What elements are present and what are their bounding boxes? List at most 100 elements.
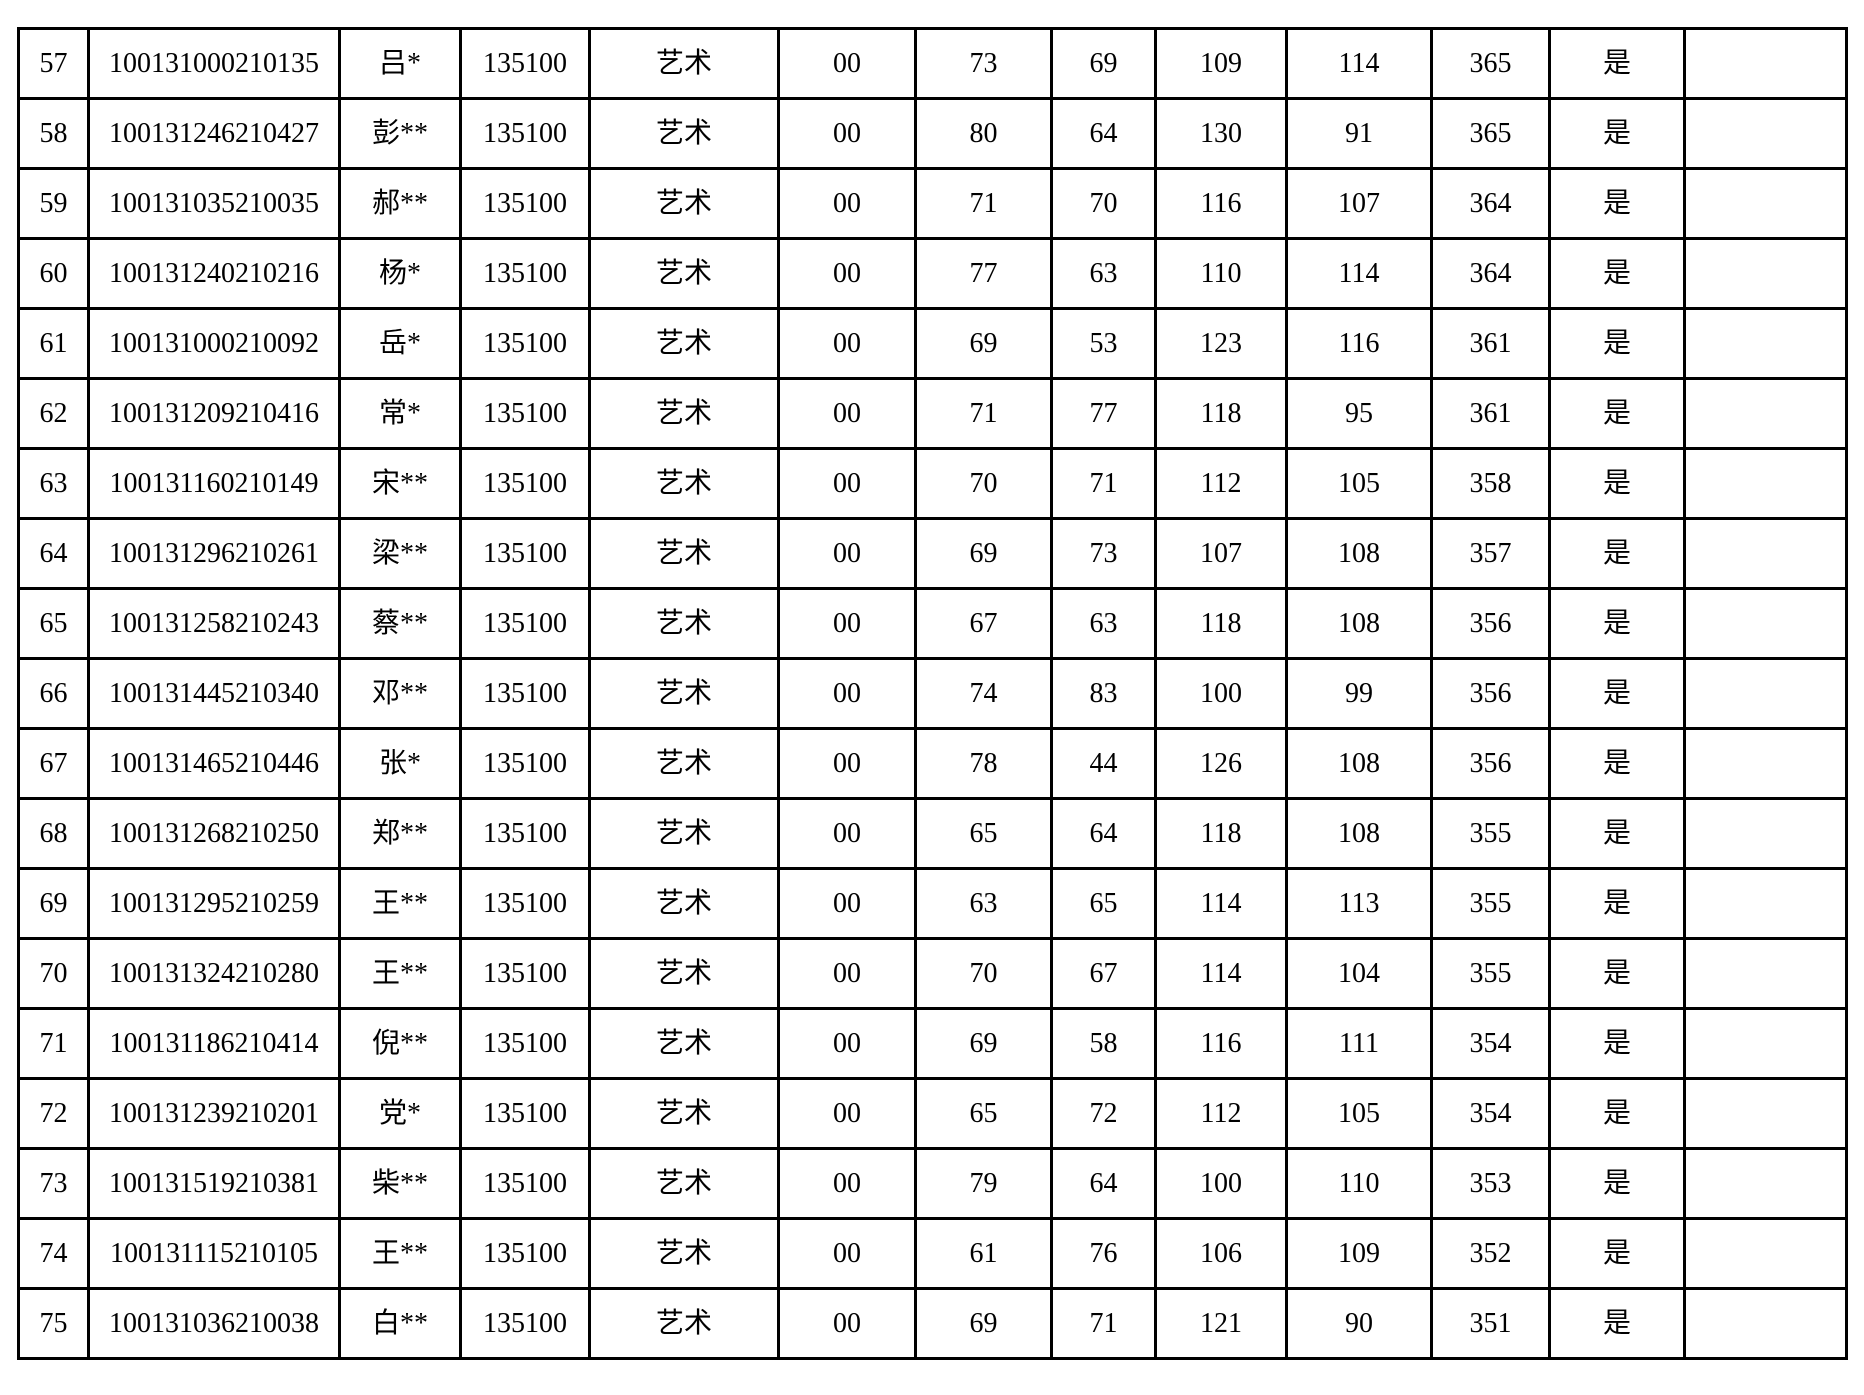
- cell-remark: [1683, 167, 1848, 240]
- cell-remark: [1683, 727, 1848, 800]
- cell-major-code: 135100: [459, 517, 591, 590]
- cell-score-2: 70: [1050, 167, 1157, 240]
- cell-score-3: 123: [1154, 307, 1288, 380]
- cell-total-score: 364: [1430, 167, 1551, 240]
- cell-total-score: 356: [1430, 657, 1551, 730]
- table-row: 58 100131246210427 彭** 135100 艺术 00 80 64 130 91 3…: [17, 97, 1848, 170]
- cell-major-category: 艺术: [588, 307, 780, 380]
- cell-row-index: 68: [17, 797, 90, 870]
- cell-score-3: 116: [1154, 1007, 1288, 1080]
- cell-score-2: 76: [1050, 1217, 1157, 1290]
- cell-remark: [1683, 517, 1848, 590]
- cell-score-4: 114: [1285, 27, 1433, 100]
- admission-score-table: 57 100131000210135 吕* 135100 艺术 00 73 69 109 114 3…: [17, 27, 1848, 1360]
- cell-flag: 是: [1548, 447, 1686, 520]
- cell-direction-code: 00: [777, 1287, 917, 1360]
- cell-total-score: 361: [1430, 377, 1551, 450]
- table-row: 75 100131036210038 白** 135100 艺术 00 69 71 121 90 3…: [17, 1287, 1848, 1360]
- cell-major-code: 135100: [459, 307, 591, 380]
- cell-name: 梁**: [338, 517, 462, 590]
- cell-major-category: 艺术: [588, 727, 780, 800]
- table-row: 61 100131000210092 岳* 135100 艺术 00 69 53 123 116 3…: [17, 307, 1848, 380]
- cell-candidate-id: 100131258210243: [87, 587, 341, 660]
- cell-remark: [1683, 1007, 1848, 1080]
- cell-name: 王**: [338, 937, 462, 1010]
- cell-major-category: 艺术: [588, 1287, 780, 1360]
- cell-name: 宋**: [338, 447, 462, 520]
- cell-direction-code: 00: [777, 657, 917, 730]
- cell-flag: 是: [1548, 167, 1686, 240]
- table-row: 63 100131160210149 宋** 135100 艺术 00 70 71 112 105…: [17, 447, 1848, 520]
- cell-total-score: 365: [1430, 97, 1551, 170]
- cell-direction-code: 00: [777, 1007, 917, 1080]
- cell-score-2: 73: [1050, 517, 1157, 590]
- cell-score-1: 70: [914, 937, 1053, 1010]
- cell-score-1: 79: [914, 1147, 1053, 1220]
- cell-score-4: 108: [1285, 727, 1433, 800]
- cell-direction-code: 00: [777, 1077, 917, 1150]
- cell-score-3: 107: [1154, 517, 1288, 590]
- cell-score-2: 58: [1050, 1007, 1157, 1080]
- cell-name: 吕*: [338, 27, 462, 100]
- cell-major-category: 艺术: [588, 867, 780, 940]
- cell-major-category: 艺术: [588, 1007, 780, 1080]
- cell-score-1: 69: [914, 307, 1053, 380]
- cell-score-3: 100: [1154, 657, 1288, 730]
- cell-score-4: 114: [1285, 237, 1433, 310]
- cell-direction-code: 00: [777, 797, 917, 870]
- cell-major-category: 艺术: [588, 167, 780, 240]
- cell-remark: [1683, 1287, 1848, 1360]
- cell-total-score: 365: [1430, 27, 1551, 100]
- cell-row-index: 73: [17, 1147, 90, 1220]
- cell-score-2: 67: [1050, 937, 1157, 1010]
- cell-score-4: 99: [1285, 657, 1433, 730]
- cell-total-score: 354: [1430, 1077, 1551, 1150]
- cell-remark: [1683, 447, 1848, 520]
- cell-candidate-id: 100131160210149: [87, 447, 341, 520]
- cell-score-3: 130: [1154, 97, 1288, 170]
- table-row: 57 100131000210135 吕* 135100 艺术 00 73 69 109 114 3…: [17, 27, 1848, 100]
- cell-flag: 是: [1548, 797, 1686, 870]
- cell-candidate-id: 100131296210261: [87, 517, 341, 590]
- cell-score-3: 118: [1154, 377, 1288, 450]
- cell-name: 岳*: [338, 307, 462, 380]
- cell-name: 王**: [338, 867, 462, 940]
- cell-direction-code: 00: [777, 727, 917, 800]
- cell-remark: [1683, 1217, 1848, 1290]
- cell-major-code: 135100: [459, 797, 591, 870]
- cell-score-3: 109: [1154, 27, 1288, 100]
- score-table-body: 57 100131000210135 吕* 135100 艺术 00 73 69 109 114 3…: [17, 27, 1848, 1360]
- cell-name: 倪**: [338, 1007, 462, 1080]
- cell-direction-code: 00: [777, 447, 917, 520]
- cell-major-code: 135100: [459, 1217, 591, 1290]
- cell-row-index: 64: [17, 517, 90, 590]
- cell-row-index: 62: [17, 377, 90, 450]
- cell-major-code: 135100: [459, 27, 591, 100]
- cell-score-1: 71: [914, 377, 1053, 450]
- cell-score-2: 64: [1050, 1147, 1157, 1220]
- cell-candidate-id: 100131324210280: [87, 937, 341, 1010]
- cell-row-index: 65: [17, 587, 90, 660]
- cell-remark: [1683, 1077, 1848, 1150]
- cell-name: 张*: [338, 727, 462, 800]
- cell-direction-code: 00: [777, 167, 917, 240]
- cell-major-code: 135100: [459, 1287, 591, 1360]
- cell-score-3: 100: [1154, 1147, 1288, 1220]
- cell-direction-code: 00: [777, 307, 917, 380]
- cell-score-3: 116: [1154, 167, 1288, 240]
- cell-candidate-id: 100131295210259: [87, 867, 341, 940]
- table-row: 60 100131240210216 杨* 135100 艺术 00 77 63 110 114 3…: [17, 237, 1848, 310]
- cell-score-4: 107: [1285, 167, 1433, 240]
- cell-name: 党*: [338, 1077, 462, 1150]
- table-row: 71 100131186210414 倪** 135100 艺术 00 69 58 116 111…: [17, 1007, 1848, 1080]
- cell-major-category: 艺术: [588, 797, 780, 870]
- cell-name: 郑**: [338, 797, 462, 870]
- cell-major-category: 艺术: [588, 1077, 780, 1150]
- cell-score-2: 72: [1050, 1077, 1157, 1150]
- table-row: 62 100131209210416 常* 135100 艺术 00 71 77 118 95 36…: [17, 377, 1848, 450]
- cell-row-index: 57: [17, 27, 90, 100]
- cell-row-index: 72: [17, 1077, 90, 1150]
- cell-score-2: 83: [1050, 657, 1157, 730]
- cell-score-4: 108: [1285, 797, 1433, 870]
- cell-row-index: 63: [17, 447, 90, 520]
